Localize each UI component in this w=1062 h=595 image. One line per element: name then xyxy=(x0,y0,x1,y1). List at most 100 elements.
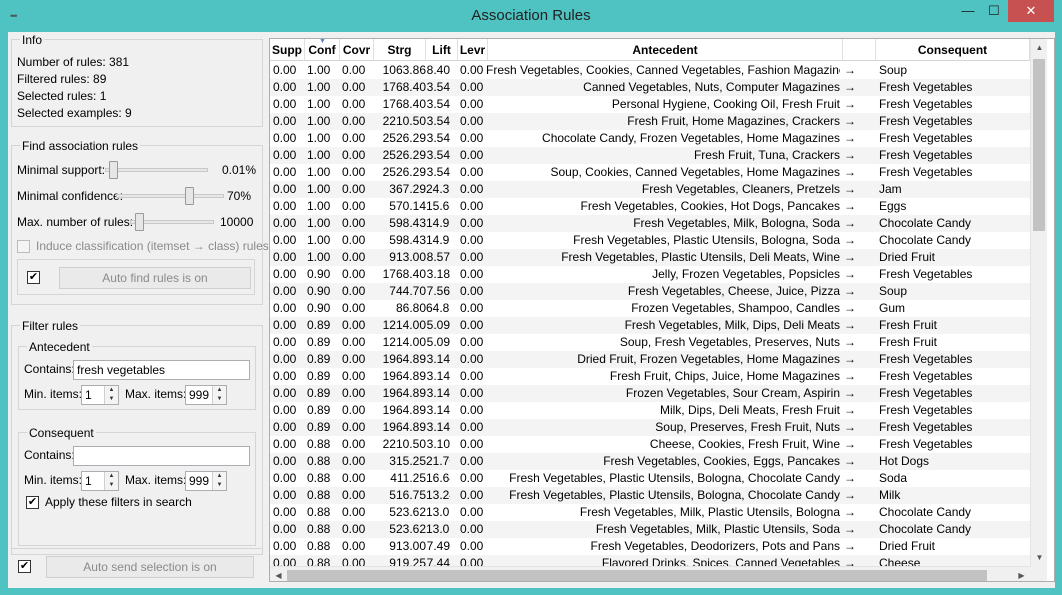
induce-classification-checkbox[interactable] xyxy=(17,240,30,253)
table-row[interactable]: 0.00 0.89 0.00 1964.89 3.14 0.00 Frozen Vegeta… xyxy=(270,385,1030,402)
cell-covr: 0.00 xyxy=(342,369,366,383)
table-row[interactable]: 0.00 1.00 0.00 2526.29 3.54 0.00 Soup, Cookies… xyxy=(270,164,1030,181)
column-header-covr[interactable]: Covr xyxy=(340,39,374,61)
cell-antecedent: Dried Fruit, Frozen Vegetables, Home Mag… xyxy=(577,352,840,366)
spinner-arrows[interactable]: ▲ ▼ xyxy=(104,472,118,490)
scroll-down-icon[interactable]: ▼ xyxy=(1035,553,1044,562)
horizontal-scroll-thumb[interactable] xyxy=(287,570,987,581)
antecedent-max-items-spinner[interactable]: 999 ▲ ▼ xyxy=(185,385,227,405)
min-support-slider[interactable] xyxy=(105,161,208,179)
spinner-arrows[interactable]: ▲ ▼ xyxy=(104,386,118,404)
cell-antecedent: Cheese, Cookies, Fresh Fruit, Wine xyxy=(649,437,840,451)
cell-strg: 598.43 xyxy=(389,233,426,247)
table-row[interactable]: 0.00 0.89 0.00 1214.00 5.09 0.00 Soup, Fresh V… xyxy=(270,334,1030,351)
table-row[interactable]: 0.00 0.89 0.00 1964.89 3.14 0.00 Dried Fruit, … xyxy=(270,351,1030,368)
table-row[interactable]: 0.00 0.89 0.00 1964.89 3.14 0.00 Milk, Dips, D… xyxy=(270,402,1030,419)
cell-supp: 0.00 xyxy=(273,301,297,315)
slider-handle[interactable] xyxy=(109,161,118,179)
auto-find-button[interactable]: Auto find rules is on xyxy=(59,267,251,289)
max-rules-value: 10000 xyxy=(220,215,254,229)
table-row[interactable]: 0.00 0.88 0.00 2210.50 3.10 0.00 Cheese, Cooki… xyxy=(270,436,1030,453)
column-header-strg[interactable]: Strg xyxy=(374,39,426,61)
cell-supp: 0.00 xyxy=(273,403,297,417)
cell-conf: 1.00 xyxy=(307,165,331,179)
auto-send-checkbox[interactable]: ✔ xyxy=(18,560,31,573)
consequent-max-items-spinner[interactable]: 999 ▲ ▼ xyxy=(185,471,227,491)
table-row[interactable]: 0.00 1.00 0.00 1768.40 3.54 0.00 Personal Hygi… xyxy=(270,96,1030,113)
cell-levr: 0.00 xyxy=(460,335,484,349)
apply-filters-checkbox[interactable]: ✔ xyxy=(26,496,39,509)
table-row[interactable]: 0.00 0.89 0.00 1964.89 3.14 0.00 Soup, Preserv… xyxy=(270,419,1030,436)
cell-levr: 0.00 xyxy=(460,216,484,230)
antecedent-contains-input[interactable]: fresh vegetables xyxy=(73,360,250,380)
scroll-right-icon[interactable]: ▶ xyxy=(1018,571,1025,580)
cell-arrow: → xyxy=(844,97,856,111)
spinner-arrows[interactable]: ▲ ▼ xyxy=(212,386,226,404)
scroll-up-icon[interactable]: ▲ xyxy=(1035,43,1044,52)
column-header-consequent[interactable]: Consequent xyxy=(876,39,1030,61)
column-header-supp[interactable]: Supp xyxy=(270,39,305,61)
table-row[interactable]: 0.00 0.90 0.00 744.70 7.56 0.00 Fresh Vegetabl… xyxy=(270,283,1030,300)
minimize-button[interactable]: — xyxy=(961,3,975,18)
column-header-arrow[interactable] xyxy=(843,39,876,61)
table-row[interactable]: 0.00 0.90 0.00 1768.40 3.18 0.00 Jelly, Frozen… xyxy=(270,266,1030,283)
spinner-down-icon[interactable]: ▼ xyxy=(216,396,223,402)
table-row[interactable]: 0.00 1.00 0.00 1768.40 3.54 0.00 Canned Vegeta… xyxy=(270,79,1030,96)
vertical-scrollbar[interactable]: ▲ ▼ xyxy=(1030,39,1047,566)
table-row[interactable]: 0.00 1.00 0.00 2210.50 3.54 0.00 Fresh Fruit, … xyxy=(270,113,1030,130)
cell-antecedent: Fresh Fruit, Tuna, Crackers xyxy=(693,148,840,162)
scroll-left-icon[interactable]: ◀ xyxy=(275,571,282,580)
consequent-title: Consequent xyxy=(27,426,96,440)
max-rules-label: Max. number of rules: xyxy=(17,215,134,229)
column-header-lift[interactable]: Lift xyxy=(426,39,458,61)
vertical-scroll-thumb[interactable] xyxy=(1033,59,1045,231)
table-row[interactable]: 0.00 1.00 0.00 2526.29 3.54 0.00 Chocolate Can… xyxy=(270,130,1030,147)
spinner-down-icon[interactable]: ▼ xyxy=(108,396,115,402)
antecedent-min-items-spinner[interactable]: 1 ▲ ▼ xyxy=(81,385,119,405)
spinner-up-icon[interactable]: ▲ xyxy=(108,473,115,479)
table-row[interactable]: 0.00 1.00 0.00 2526.29 3.54 0.00 Fresh Fruit, … xyxy=(270,147,1030,164)
cell-antecedent: Frozen Vegetables, Sour Cream, Aspirin xyxy=(625,386,840,400)
horizontal-scrollbar[interactable]: ◀ ▶ xyxy=(270,566,1030,581)
cell-conf: 1.00 xyxy=(307,80,331,94)
table-row[interactable]: 0.00 0.88 0.00 913.00 7.49 0.00 Fresh Vegetabl… xyxy=(270,538,1030,555)
spinner-arrows[interactable]: ▲ ▼ xyxy=(212,472,226,490)
column-header-antecedent[interactable]: Antecedent xyxy=(488,39,843,61)
title-bar[interactable]: ••• Association Rules — ☐ ✕ xyxy=(0,0,1062,32)
spinner-up-icon[interactable]: ▲ xyxy=(108,387,115,393)
close-button[interactable]: ✕ xyxy=(1008,0,1054,22)
spinner-down-icon[interactable]: ▼ xyxy=(216,482,223,488)
spinner-down-icon[interactable]: ▼ xyxy=(108,482,115,488)
min-confidence-slider[interactable] xyxy=(116,187,224,205)
spinner-up-icon[interactable]: ▲ xyxy=(216,387,223,393)
column-header-levr[interactable]: Levr xyxy=(458,39,488,61)
slider-handle[interactable] xyxy=(185,187,194,205)
cell-strg: 1964.89 xyxy=(382,403,426,417)
slider-handle[interactable] xyxy=(135,213,144,231)
auto-find-checkbox[interactable]: ✔ xyxy=(27,271,40,284)
consequent-contains-input[interactable] xyxy=(73,446,250,466)
maximize-button[interactable]: ☐ xyxy=(988,3,1000,18)
table-row[interactable]: 0.00 0.89 0.00 1964.89 3.14 0.00 Fresh Fruit, … xyxy=(270,368,1030,385)
table-row[interactable]: 0.00 0.89 0.00 1214.00 5.09 0.00 Fresh Vegetab… xyxy=(270,317,1030,334)
cell-conf: 0.89 xyxy=(307,403,331,417)
max-rules-slider[interactable] xyxy=(130,213,214,231)
table-row[interactable]: 0.00 1.00 0.00 1063.86 8.40 0.00 Fresh Vegetab… xyxy=(270,62,1030,79)
cell-supp: 0.00 xyxy=(273,199,297,213)
consequent-min-items-spinner[interactable]: 1 ▲ ▼ xyxy=(81,471,119,491)
column-header-conf[interactable]: Conf xyxy=(305,39,340,61)
spinner-up-icon[interactable]: ▲ xyxy=(216,473,223,479)
auto-send-button[interactable]: Auto send selection is on xyxy=(46,556,254,578)
cell-supp: 0.00 xyxy=(273,505,297,519)
table-row[interactable]: 0.00 1.00 0.00 913.00 8.57 0.00 Fresh Vegetabl… xyxy=(270,249,1030,266)
